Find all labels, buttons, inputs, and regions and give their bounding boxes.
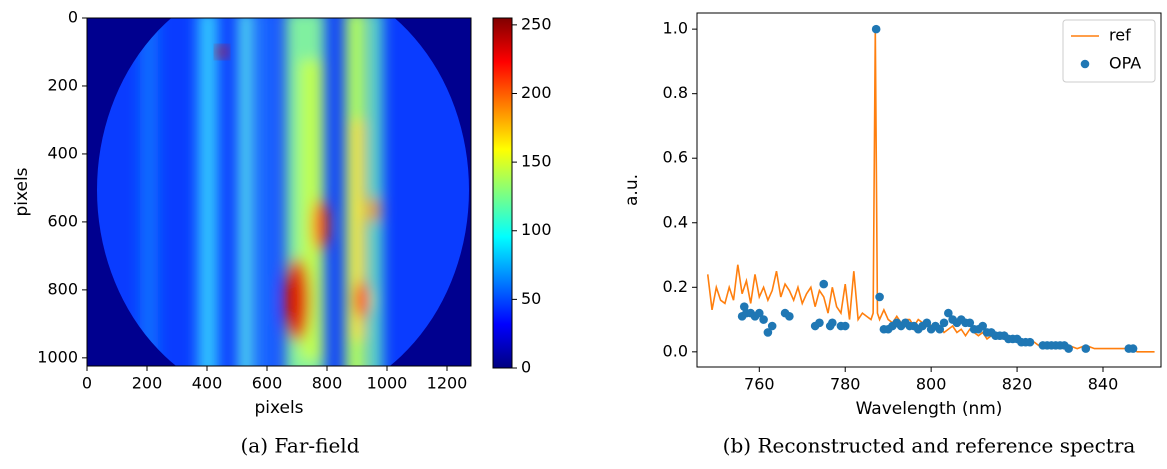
data-point xyxy=(875,292,884,302)
x-tick-label: 0 xyxy=(82,374,92,393)
x-tick-label: 780 xyxy=(830,375,861,394)
colorbar-tick-label: 150 xyxy=(521,152,552,171)
legend-marker xyxy=(1080,59,1090,69)
data-point xyxy=(1064,344,1073,353)
data-point xyxy=(1128,344,1138,353)
x-tick-label: 200 xyxy=(132,374,163,393)
y-tick-label: 0.8 xyxy=(663,83,688,102)
data-point xyxy=(785,312,794,321)
x-tick-label: 400 xyxy=(192,374,223,393)
data-point xyxy=(739,302,749,311)
caption: (b) Reconstructed and reference spectra xyxy=(723,434,1136,458)
colorbar-tick-label: 200 xyxy=(521,83,552,102)
colorbar-tick-label: 100 xyxy=(521,220,552,239)
data-point xyxy=(815,318,824,328)
y-tick-label: 600 xyxy=(47,211,78,230)
colorbar-tick-label: 50 xyxy=(521,289,541,308)
data-point xyxy=(819,279,829,289)
x-tick-label: 1000 xyxy=(367,374,408,393)
caption: (a) Far-field xyxy=(240,434,359,458)
data-point xyxy=(1025,337,1035,347)
x-tick-label: 820 xyxy=(1002,375,1033,394)
y-tick-label: 400 xyxy=(47,143,78,162)
data-point xyxy=(939,318,949,328)
x-tick-label: 760 xyxy=(744,375,775,394)
y-axis-label: pixels xyxy=(12,167,32,216)
y-tick-label: 0 xyxy=(68,8,78,27)
x-tick-label: 800 xyxy=(916,375,947,394)
legend-label: ref xyxy=(1109,26,1131,45)
y-tick-label: 1.0 xyxy=(663,19,688,38)
y-tick-label: 0.2 xyxy=(663,277,688,296)
y-tick-label: 200 xyxy=(47,75,78,94)
legend-label: OPA xyxy=(1109,54,1141,73)
x-tick-label: 600 xyxy=(252,374,283,393)
y-tick-label: 0.6 xyxy=(663,148,688,167)
x-tick-label: 840 xyxy=(1088,375,1119,394)
x-axis-label: Wavelength (nm) xyxy=(856,399,1003,419)
x-tick-label: 1200 xyxy=(427,374,468,393)
y-tick-label: 0.4 xyxy=(663,212,688,231)
colorbar-tick-label: 250 xyxy=(521,14,552,33)
x-axis-label: pixels xyxy=(254,398,303,418)
data-point xyxy=(978,321,988,331)
x-tick-label: 800 xyxy=(312,374,343,393)
colorbar-tick-label: 0 xyxy=(521,358,531,377)
data-point xyxy=(840,321,850,331)
data-point xyxy=(935,324,945,334)
data-point xyxy=(763,328,773,337)
data-point xyxy=(767,321,777,331)
plot-frame xyxy=(696,12,1162,368)
colorbar xyxy=(492,17,513,369)
data-point xyxy=(1081,344,1091,353)
data-point xyxy=(871,24,881,34)
image-frame xyxy=(86,17,472,367)
data-point xyxy=(828,318,837,328)
data-point xyxy=(759,315,768,324)
data-point xyxy=(944,308,953,318)
y-tick-label: 1000 xyxy=(37,347,78,366)
data-point xyxy=(922,318,932,328)
y-tick-label: 0.0 xyxy=(663,341,688,360)
far-field-image xyxy=(87,18,471,366)
data-point xyxy=(965,318,975,328)
y-tick-label: 800 xyxy=(47,279,78,298)
data-point xyxy=(754,308,764,318)
y-axis-label: a.u. xyxy=(622,174,642,206)
